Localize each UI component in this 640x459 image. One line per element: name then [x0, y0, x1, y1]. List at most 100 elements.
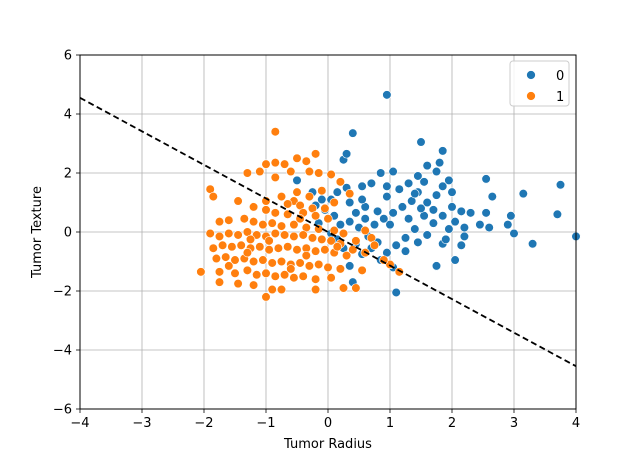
point-class-1: [338, 283, 349, 293]
point-class-1: [351, 283, 361, 293]
point-class-0: [431, 261, 442, 271]
point-class-1: [245, 234, 256, 244]
point-class-0: [441, 234, 451, 244]
point-class-1: [329, 197, 339, 208]
point-class-0: [509, 228, 519, 239]
point-class-0: [444, 224, 454, 234]
point-class-1: [289, 231, 299, 242]
point-class-0: [450, 255, 460, 265]
point-class-0: [388, 208, 398, 218]
point-class-1: [270, 271, 280, 281]
point-class-0: [503, 220, 513, 230]
point-class-0: [459, 222, 470, 233]
point-class-0: [475, 220, 485, 230]
point-class-0: [382, 181, 392, 191]
point-class-0: [332, 187, 342, 197]
point-class-1: [311, 211, 321, 221]
point-class-1: [276, 192, 287, 202]
point-class-0: [345, 261, 355, 271]
legend-label-0: 0: [556, 69, 564, 84]
point-class-1: [304, 261, 315, 271]
point-class-1: [221, 252, 231, 262]
point-class-1: [261, 268, 271, 278]
point-class-1: [270, 172, 280, 183]
point-class-0: [518, 189, 528, 199]
point-class-1: [236, 240, 246, 250]
point-class-0: [438, 211, 448, 221]
y-tick-label: 2: [64, 167, 72, 182]
point-class-0: [422, 161, 432, 171]
x-tick-label: 3: [510, 416, 518, 431]
point-class-1: [292, 153, 302, 163]
point-class-1: [317, 234, 327, 244]
point-class-0: [428, 218, 439, 228]
point-class-1: [273, 243, 284, 253]
point-class-1: [214, 267, 225, 277]
point-class-1: [242, 265, 252, 275]
legend-marker-1: [526, 91, 536, 101]
point-class-1: [267, 218, 277, 228]
point-class-1: [357, 265, 367, 275]
point-class-0: [422, 230, 432, 240]
point-class-0: [416, 137, 426, 147]
point-class-0: [400, 233, 411, 243]
point-class-1: [280, 270, 290, 280]
x-tick-label: 0: [324, 416, 332, 431]
point-class-1: [394, 267, 404, 277]
x-axis-ticks: −4 −3 −2 −1 0 1 2 3 4: [70, 409, 580, 431]
point-class-1: [301, 156, 311, 166]
point-class-1: [311, 284, 321, 295]
y-tick-label: −4: [53, 344, 72, 359]
point-class-0: [391, 287, 401, 298]
point-class-1: [360, 225, 370, 236]
point-class-1: [214, 231, 225, 242]
point-class-1: [255, 166, 265, 177]
point-class-1: [292, 245, 302, 255]
point-class-1: [323, 262, 333, 273]
point-class-1: [286, 264, 296, 274]
y-tick-label: −6: [53, 403, 72, 418]
point-class-0: [447, 202, 457, 212]
point-class-1: [345, 189, 355, 199]
x-tick-label: 4: [572, 416, 580, 431]
point-class-0: [555, 180, 566, 190]
point-class-1: [326, 236, 336, 246]
point-class-1: [239, 214, 249, 224]
point-class-1: [283, 242, 293, 252]
point-class-1: [249, 256, 259, 267]
point-class-0: [428, 205, 439, 215]
point-class-0: [506, 211, 516, 221]
point-class-0: [552, 209, 563, 219]
point-class-1: [286, 166, 296, 177]
point-class-1: [196, 267, 206, 277]
point-class-0: [351, 208, 361, 218]
point-class-1: [311, 246, 321, 256]
point-class-0: [292, 175, 302, 185]
point-class-1: [283, 199, 293, 209]
point-class-0: [366, 178, 377, 188]
point-class-0: [416, 203, 426, 213]
point-class-1: [214, 217, 225, 227]
point-class-1: [314, 259, 324, 270]
point-class-1: [233, 196, 243, 206]
point-class-0: [400, 246, 411, 256]
point-class-0: [481, 174, 491, 184]
point-class-0: [466, 208, 476, 218]
point-class-1: [224, 228, 234, 239]
point-class-1: [270, 158, 280, 168]
point-class-0: [357, 181, 367, 191]
point-class-1: [233, 230, 243, 240]
point-class-1: [342, 251, 352, 261]
point-class-1: [249, 217, 259, 227]
point-class-0: [438, 146, 448, 156]
legend-label-1: 1: [556, 90, 564, 105]
point-class-0: [450, 217, 460, 227]
point-class-1: [258, 255, 268, 265]
x-axis-label: Tumor Radius: [283, 437, 372, 452]
point-class-1: [258, 220, 268, 230]
point-class-1: [326, 273, 336, 283]
legend-box: [509, 60, 570, 107]
point-class-0: [397, 202, 408, 212]
y-axis-ticks: −6 −4 −2 0 2 4 6: [53, 49, 80, 418]
